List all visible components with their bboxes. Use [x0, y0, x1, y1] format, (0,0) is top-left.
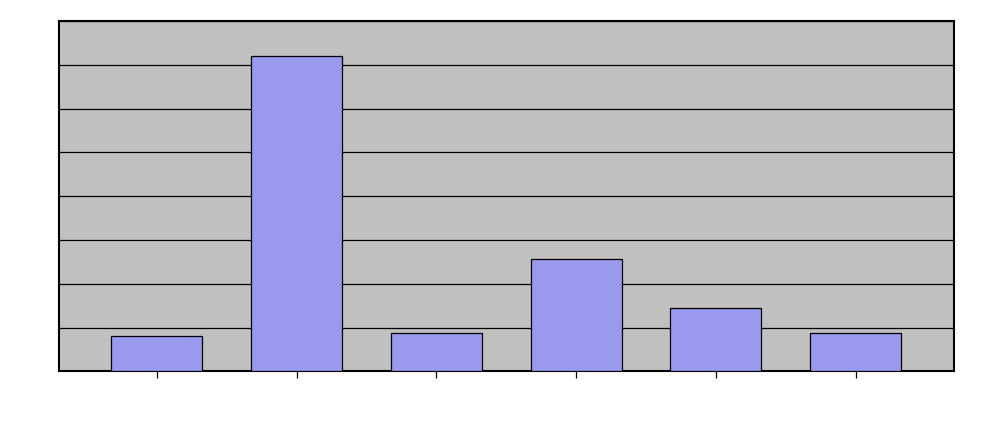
- Bar: [810, 333, 901, 371]
- Bar: [391, 333, 482, 371]
- Bar: [111, 336, 202, 371]
- Bar: [670, 308, 761, 371]
- Bar: [531, 259, 621, 371]
- Bar: [252, 56, 342, 371]
